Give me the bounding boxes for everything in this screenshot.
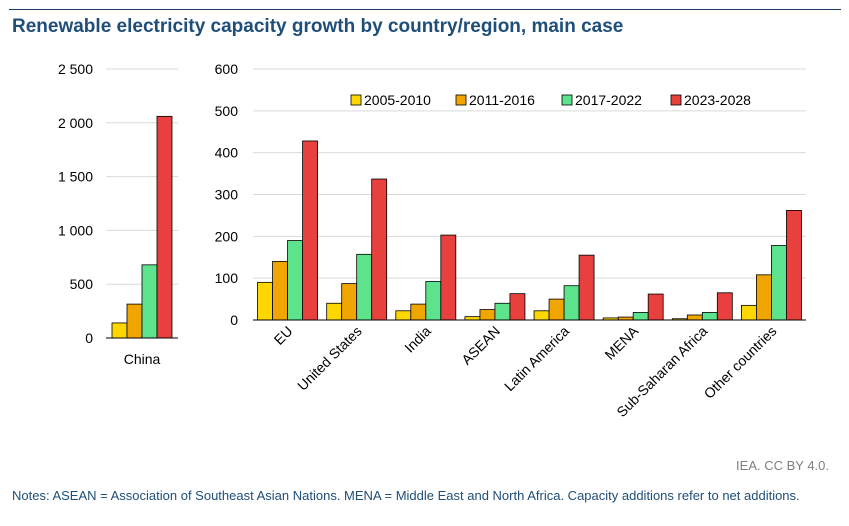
chart-title: Renewable electricity capacity growth by…	[12, 16, 624, 37]
bar-2005-2010	[533, 310, 550, 321]
bar-2011-2016	[126, 303, 143, 339]
legend-swatch	[455, 94, 467, 106]
bar-2023-2028	[716, 292, 733, 321]
legend-label: 2011-2016	[469, 92, 535, 108]
notes-text: Notes: ASEAN = Association of Southeast …	[12, 488, 800, 503]
y-tick-label: 200	[215, 228, 239, 244]
bar-2023-2028	[509, 293, 526, 321]
bar-2023-2028	[578, 254, 595, 321]
y-tick-label: 0	[230, 312, 238, 328]
credit-text: IEA. CC BY 4.0.	[736, 458, 829, 473]
bar-2011-2016	[272, 261, 288, 321]
bar-2005-2010	[741, 304, 757, 321]
y-tick-label: 1 500	[58, 169, 93, 185]
legend-label: 2023-2028	[684, 92, 751, 108]
y-tick-label: 2 500	[58, 61, 93, 77]
bar-2005-2010	[111, 322, 128, 339]
bar-2017-2022	[425, 281, 442, 321]
y-tick-label: 300	[215, 187, 239, 203]
bar-2017-2022	[356, 253, 373, 321]
bar-2011-2016	[410, 303, 427, 321]
bar-2005-2010	[257, 281, 273, 321]
bar-2017-2022	[287, 240, 303, 321]
y-tick-label: 2 000	[58, 115, 93, 131]
bar-2017-2022	[141, 264, 158, 339]
y-tick-label: 500	[215, 103, 239, 119]
bar-2005-2010	[326, 302, 343, 321]
bar-2011-2016	[686, 314, 703, 321]
bar-2005-2010	[395, 310, 412, 321]
bar-2005-2010	[464, 316, 481, 321]
bar-2023-2028	[647, 293, 664, 321]
bar-2011-2016	[548, 298, 565, 321]
category-label: China	[124, 351, 161, 367]
y-tick-label: 0	[85, 330, 93, 346]
bar-2017-2022	[494, 302, 511, 321]
bar-2017-2022	[563, 285, 580, 321]
category-label: India	[401, 323, 434, 356]
y-tick-label: 500	[70, 276, 94, 292]
bar-2011-2016	[341, 283, 358, 321]
y-tick-label: 400	[215, 145, 239, 161]
bar-2023-2028	[371, 178, 388, 321]
bar-2017-2022	[701, 312, 718, 321]
bar-2017-2022	[632, 312, 649, 321]
legend-swatch	[561, 94, 573, 106]
category-label: United States	[294, 323, 365, 394]
category-label: Other countries	[701, 323, 780, 402]
category-label: ASEAN	[458, 323, 503, 368]
category-label: Latin America	[501, 323, 572, 394]
legend-swatch	[670, 94, 682, 106]
legend-label: 2005-2010	[364, 92, 431, 108]
bar-2011-2016	[756, 274, 772, 321]
y-tick-label: 1 000	[58, 222, 93, 238]
legend-swatch	[350, 94, 362, 106]
category-label: EU	[271, 323, 296, 348]
legend-label: 2017-2022	[575, 92, 642, 108]
category-label: MENA	[601, 322, 641, 362]
y-tick-label: 600	[215, 61, 239, 77]
bar-2023-2028	[302, 140, 318, 321]
bar-2023-2028	[440, 234, 457, 321]
bar-2023-2028	[156, 115, 173, 339]
bar-2017-2022	[771, 245, 787, 321]
bar-2023-2028	[786, 209, 802, 321]
bar-2011-2016	[479, 309, 496, 321]
y-tick-label: 100	[215, 270, 239, 286]
title-rule	[9, 9, 841, 10]
